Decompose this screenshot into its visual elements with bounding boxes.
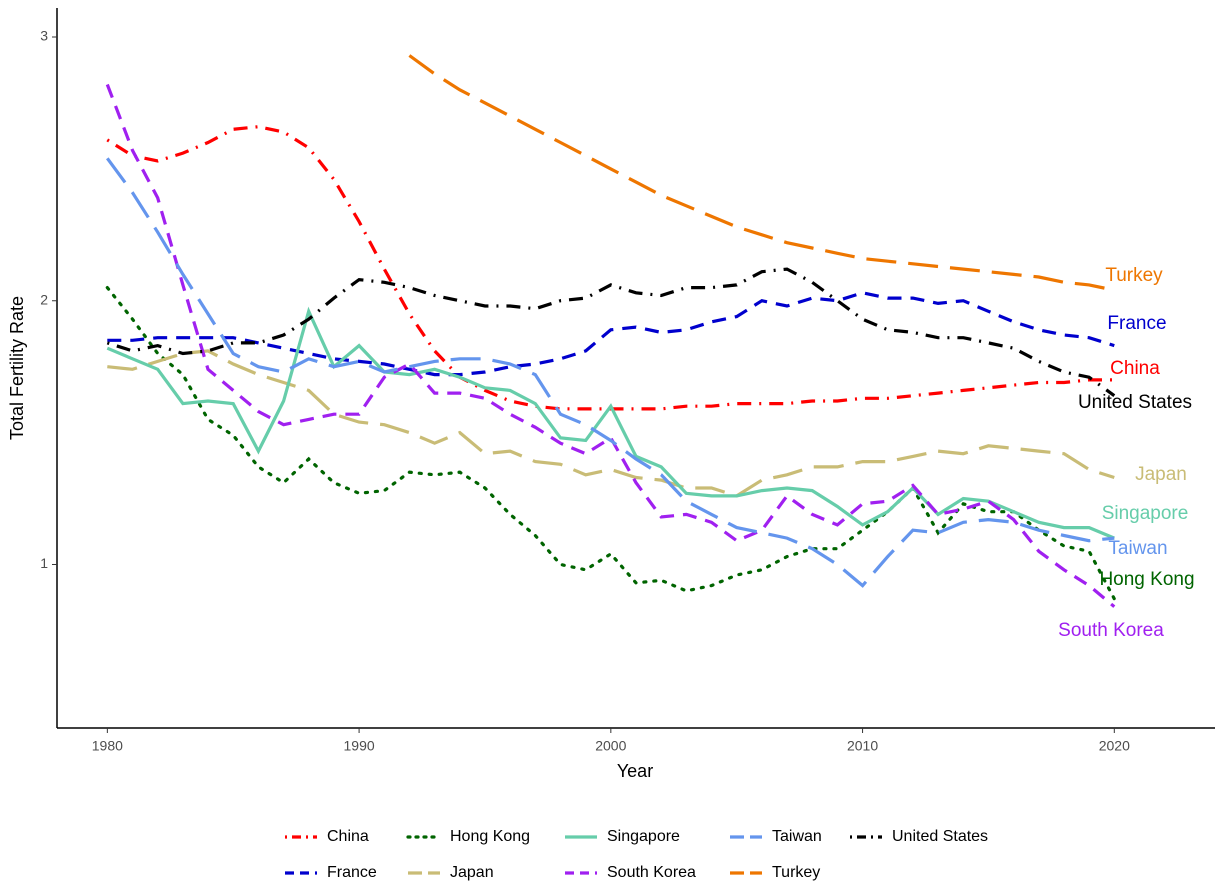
series-line — [105, 83, 1116, 608]
series-line — [107, 291, 1115, 377]
series-line — [408, 54, 1115, 292]
end-label: China — [1110, 358, 1160, 379]
legend-label: Japan — [450, 864, 494, 881]
x-tick-label: 2000 — [595, 738, 626, 754]
legend-label: Taiwan — [772, 828, 822, 845]
x-axis-title: Year — [617, 761, 653, 781]
end-label: United States — [1078, 392, 1192, 413]
end-label: Taiwan — [1108, 538, 1167, 559]
legend-label: United States — [892, 828, 988, 845]
series-line — [106, 306, 1115, 540]
legend-label: Hong Kong — [450, 828, 530, 845]
legend-label: France — [327, 864, 377, 881]
end-label: Japan — [1135, 464, 1187, 485]
end-label: Turkey — [1105, 265, 1163, 286]
legend-label: South Korea — [607, 864, 696, 881]
end-label: Singapore — [1102, 503, 1189, 524]
x-tick-label: 1990 — [344, 738, 375, 754]
y-tick-label: 1 — [40, 555, 48, 571]
x-tick-label: 1980 — [92, 738, 123, 754]
x-tick-label: 2020 — [1099, 738, 1130, 754]
legend-label: Turkey — [772, 864, 820, 881]
series-line — [106, 267, 1116, 397]
y-tick-label: 2 — [40, 291, 48, 307]
y-tick-label: 3 — [40, 28, 48, 44]
y-axis-title: Total Fertility Rate — [7, 296, 27, 440]
series-line — [105, 286, 1116, 601]
end-label: France — [1107, 313, 1166, 334]
series-line — [107, 349, 1115, 498]
legend-label: Singapore — [607, 828, 680, 845]
series-line — [106, 157, 1115, 588]
end-label: South Korea — [1058, 620, 1164, 641]
end-label: Hong Kong — [1099, 569, 1194, 590]
legend-label: China — [327, 828, 369, 845]
x-tick-label: 2010 — [847, 738, 878, 754]
